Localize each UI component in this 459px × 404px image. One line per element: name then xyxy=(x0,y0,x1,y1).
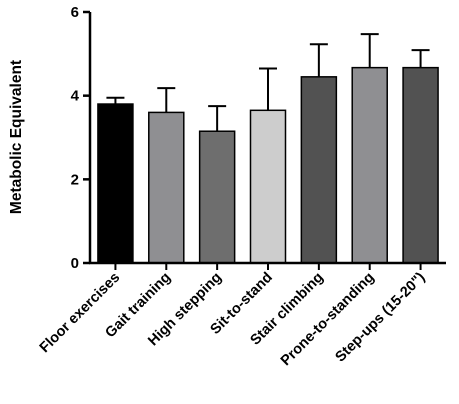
y-axis-label: Metabolic Equivalent xyxy=(8,60,25,214)
y-tick-label: 6 xyxy=(71,4,79,21)
bar xyxy=(300,76,338,264)
bar xyxy=(148,111,185,264)
bars xyxy=(97,33,439,264)
bar xyxy=(351,66,388,264)
y-tick-label: 0 xyxy=(71,255,79,272)
bar xyxy=(249,109,287,264)
y-tick-label: 4 xyxy=(71,88,80,105)
bar xyxy=(198,130,236,264)
y-axis: 0 2 4 6 xyxy=(71,4,92,272)
x-tick-label: Prone-to-standing xyxy=(278,270,378,370)
bar xyxy=(97,103,134,264)
x-tick-label: Floor exercises xyxy=(37,270,124,357)
bar xyxy=(402,66,439,264)
x-tick-label: Step-ups (15-20") xyxy=(332,269,428,365)
y-tick-label: 2 xyxy=(71,171,79,188)
